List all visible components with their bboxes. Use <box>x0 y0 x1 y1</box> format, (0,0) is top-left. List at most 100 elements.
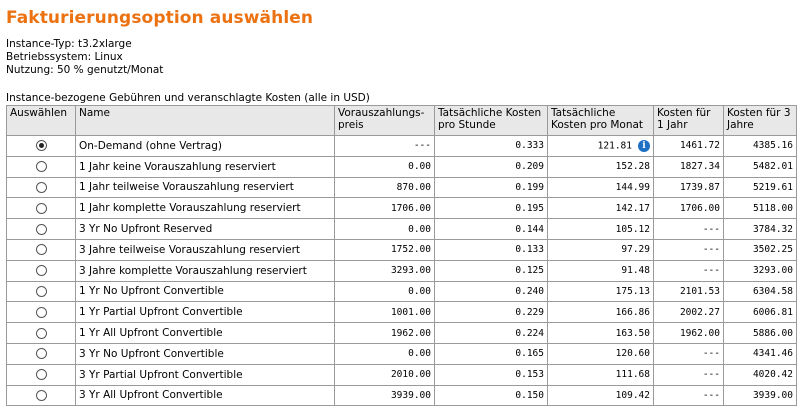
select-cell <box>6 322 76 344</box>
monthly-cost-cell: 91.48 <box>547 259 654 282</box>
cost-3-years-text: 4341.46 <box>752 348 793 360</box>
select-cell <box>6 384 76 407</box>
select-radio[interactable] <box>35 327 47 339</box>
option-name-cell: 1 Jahr komplette Vorauszahlung reservier… <box>75 197 335 220</box>
option-name-text: 1 Yr All Upfront Convertible <box>79 327 223 340</box>
cost-1-year-cell: --- <box>653 363 724 386</box>
monthly-cost-cell: 97.29 <box>547 238 654 261</box>
option-name-cell: 3 Yr Partial Upfront Convertible <box>75 363 335 386</box>
cost-1-year-text: --- <box>702 265 720 277</box>
upfront-price-text: --- <box>413 140 431 152</box>
cost-3-years-text: 3502.25 <box>752 244 793 256</box>
hourly-cost-text: 0.125 <box>515 265 544 277</box>
monthly-cost-cell: 105.12 <box>547 218 654 240</box>
usage-text: Nutzung: 50 % genutzt/Monat <box>6 64 164 77</box>
select-radio[interactable] <box>35 202 47 214</box>
hourly-cost-text: 0.209 <box>515 161 544 173</box>
table-caption: Instance-bezogene Gebühren und veranschl… <box>6 92 370 104</box>
option-name-text: 1 Jahr teilweise Vorauszahlung reservier… <box>79 181 294 194</box>
upfront-price-cell: 0.00 <box>334 218 435 240</box>
header-monthly: Tatsächliche Kosten pro Monat <box>547 105 654 136</box>
select-radio[interactable] <box>35 161 47 173</box>
hourly-cost-text: 0.199 <box>515 181 544 193</box>
option-name-cell: 1 Jahr teilweise Vorauszahlung reservier… <box>75 176 335 199</box>
monthly-cost-text: 91.48 <box>621 265 650 277</box>
monthly-cost-cell: 163.50 <box>547 322 654 344</box>
upfront-price-cell: 3293.00 <box>334 259 435 282</box>
upfront-price-cell: 1752.00 <box>334 238 435 261</box>
instance-type-text: Instance-Typ: t3.2xlarge <box>6 38 132 50</box>
hourly-cost-cell: 0.125 <box>434 259 548 282</box>
hourly-cost-cell: 0.153 <box>434 363 548 386</box>
upfront-price-text: 3939.00 <box>390 389 431 401</box>
cost-1-year-cell: 1962.00 <box>653 322 724 344</box>
select-cell <box>6 259 76 282</box>
table-row: 1 Jahr komplette Vorauszahlung reservier… <box>6 197 797 220</box>
option-name-cell: 3 Jahre komplette Vorauszahlung reservie… <box>75 259 335 282</box>
select-cell <box>6 363 76 386</box>
select-radio[interactable] <box>35 244 47 256</box>
upfront-price-cell: 0.00 <box>334 155 435 178</box>
header-hourly: Tatsächliche Kosten pro Stunde <box>434 105 548 136</box>
hourly-cost-text: 0.195 <box>515 202 544 214</box>
option-name-text: 3 Yr Partial Upfront Convertible <box>79 368 243 381</box>
cost-1-year-cell: 1739.87 <box>653 176 724 199</box>
select-radio[interactable] <box>35 265 47 277</box>
hourly-cost-cell: 0.144 <box>434 218 548 240</box>
hourly-cost-text: 0.165 <box>515 348 544 360</box>
select-cell <box>6 280 76 303</box>
cost-1-year-text: --- <box>702 389 720 401</box>
select-radio[interactable] <box>35 285 47 297</box>
pricing-table: Auswählen Name Vorauszahlungs-preis Tats… <box>6 105 797 407</box>
select-radio[interactable] <box>35 181 47 193</box>
cost-1-year-cell: 2101.53 <box>653 280 724 303</box>
cost-3-years-text: 5482.01 <box>752 161 793 173</box>
monthly-cost-cell: 120.60 <box>547 342 654 365</box>
upfront-price-text: 3293.00 <box>390 265 431 277</box>
upfront-price-text: 1752.00 <box>390 244 431 256</box>
select-cell <box>6 238 76 261</box>
monthly-cost-text: 111.68 <box>615 369 650 381</box>
select-radio[interactable] <box>35 369 47 381</box>
cost-3-years-text: 5118.00 <box>752 202 793 214</box>
cost-3-years-text: 4020.42 <box>752 369 793 381</box>
hourly-cost-cell: 0.229 <box>434 301 548 324</box>
monthly-cost-text: 105.12 <box>615 223 650 235</box>
cost-1-year-cell: 1827.34 <box>653 155 724 178</box>
option-name-cell: 1 Yr Partial Upfront Convertible <box>75 301 335 324</box>
header-select: Auswählen <box>6 105 76 136</box>
cost-3-years-cell: 4341.46 <box>723 342 797 365</box>
monthly-cost-text: 152.28 <box>615 161 650 173</box>
monthly-cost-text: 120.60 <box>615 348 650 360</box>
cost-1-year-cell: 2002.27 <box>653 301 724 324</box>
upfront-price-text: 1706.00 <box>390 202 431 214</box>
cost-1-year-cell: 1461.72 <box>653 135 724 157</box>
cost-3-years-cell: 5118.00 <box>723 197 797 220</box>
upfront-price-text: 1962.00 <box>390 327 431 339</box>
monthly-cost-text: 166.86 <box>615 306 650 318</box>
upfront-price-cell: 0.00 <box>334 342 435 365</box>
option-name-text: 1 Yr No Upfront Convertible <box>79 285 224 298</box>
monthly-cost-cell: 142.17 <box>547 197 654 220</box>
upfront-price-cell: --- <box>334 135 435 157</box>
cost-1-year-cell: --- <box>653 259 724 282</box>
option-name-cell: On-Demand (ohne Vertrag) <box>75 135 335 157</box>
cost-1-year-cell: --- <box>653 238 724 261</box>
option-name-text: 1 Jahr komplette Vorauszahlung reservier… <box>79 202 301 215</box>
info-icon[interactable]: i <box>638 139 650 152</box>
option-name-cell: 1 Yr All Upfront Convertible <box>75 322 335 344</box>
option-name-cell: 1 Jahr keine Vorauszahlung reserviert <box>75 155 335 178</box>
select-radio[interactable] <box>35 140 47 152</box>
cost-1-year-text: 1962.00 <box>679 327 720 339</box>
select-radio[interactable] <box>35 348 47 360</box>
table-header-row: Auswählen Name Vorauszahlungs-preis Tats… <box>6 105 797 136</box>
monthly-cost-text: 121.81 <box>597 140 632 152</box>
cost-3-years-text: 3939.00 <box>752 389 793 401</box>
upfront-price-text: 870.00 <box>396 181 431 193</box>
select-radio[interactable] <box>35 223 47 235</box>
select-radio[interactable] <box>35 389 47 401</box>
select-radio[interactable] <box>35 306 47 318</box>
monthly-cost-cell: 111.68 <box>547 363 654 386</box>
header-year3: Kosten für 3 Jahre <box>723 105 797 136</box>
